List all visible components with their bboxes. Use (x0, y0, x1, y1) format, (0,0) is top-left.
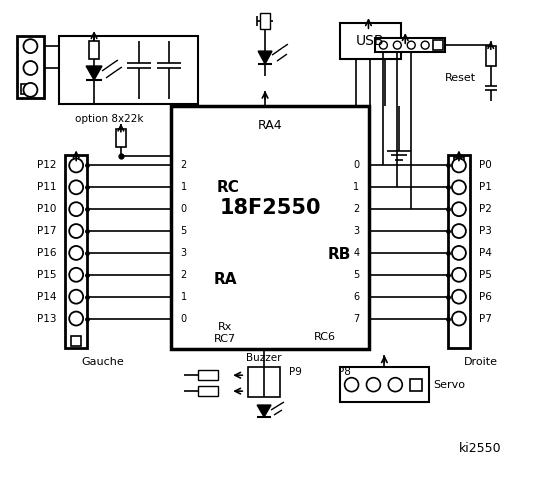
Text: 0: 0 (353, 160, 359, 170)
Circle shape (367, 378, 380, 392)
Bar (199, 370, 218, 380)
Circle shape (452, 268, 466, 282)
Bar (171, 106, 369, 349)
Circle shape (407, 41, 415, 49)
Bar (433, 40, 443, 50)
Bar (375, 38, 445, 52)
Text: 1: 1 (181, 182, 187, 192)
Text: 5: 5 (181, 226, 187, 236)
Text: P8: P8 (338, 367, 351, 377)
Text: P2: P2 (479, 204, 492, 214)
Text: 2: 2 (181, 160, 187, 170)
Circle shape (452, 180, 466, 194)
Bar (260, 13, 270, 29)
Bar (65, 156, 87, 348)
Text: 6: 6 (353, 292, 359, 301)
Text: RC6: RC6 (314, 333, 336, 342)
Text: P6: P6 (479, 292, 492, 301)
Text: P13: P13 (37, 313, 56, 324)
Circle shape (452, 312, 466, 325)
Text: P0: P0 (479, 160, 492, 170)
Circle shape (23, 61, 38, 75)
Text: Buzzer: Buzzer (246, 353, 282, 363)
Text: RC: RC (217, 180, 239, 195)
Polygon shape (257, 405, 271, 417)
Text: P3: P3 (479, 226, 492, 236)
Text: 2: 2 (181, 270, 187, 280)
Circle shape (69, 268, 83, 282)
Circle shape (452, 246, 466, 260)
Text: P15: P15 (37, 270, 56, 280)
Circle shape (69, 224, 83, 238)
Bar (340, 367, 429, 402)
Text: 0: 0 (181, 313, 187, 324)
Text: ki2550: ki2550 (459, 442, 502, 456)
Polygon shape (86, 66, 102, 80)
Text: P17: P17 (37, 226, 56, 236)
Bar (22, 84, 32, 94)
Bar (340, 23, 401, 59)
Circle shape (345, 378, 358, 392)
Bar (454, 157, 464, 168)
Text: P7: P7 (479, 313, 492, 324)
Bar (89, 41, 99, 59)
Text: RA4: RA4 (258, 119, 283, 132)
Bar (199, 386, 218, 396)
Bar (116, 129, 126, 146)
Circle shape (452, 224, 466, 238)
Text: Servo: Servo (433, 380, 465, 390)
Text: Gauche: Gauche (81, 357, 124, 367)
Text: P10: P10 (37, 204, 56, 214)
Circle shape (452, 290, 466, 304)
Circle shape (23, 39, 38, 53)
Circle shape (69, 158, 83, 172)
Polygon shape (258, 51, 272, 64)
Bar (17, 36, 44, 98)
Bar (248, 367, 280, 397)
Text: 2: 2 (353, 204, 359, 214)
Text: 3: 3 (353, 226, 359, 236)
Bar (486, 46, 495, 66)
Bar (59, 36, 199, 104)
Text: P4: P4 (479, 248, 492, 258)
Text: 7: 7 (353, 313, 359, 324)
Text: P11: P11 (37, 182, 56, 192)
Text: RC7: RC7 (214, 335, 236, 345)
Circle shape (69, 290, 83, 304)
Circle shape (421, 41, 429, 49)
Circle shape (393, 41, 401, 49)
Bar (410, 379, 422, 391)
Text: P14: P14 (37, 292, 56, 301)
Circle shape (23, 83, 38, 97)
Circle shape (69, 246, 83, 260)
Circle shape (69, 312, 83, 325)
Bar (71, 336, 81, 347)
Text: Rx: Rx (218, 323, 232, 333)
Text: USB: USB (356, 34, 385, 48)
Text: P12: P12 (37, 160, 56, 170)
Text: 0: 0 (181, 204, 187, 214)
Text: 5: 5 (353, 270, 359, 280)
Text: 18F2550: 18F2550 (220, 198, 321, 218)
Text: P16: P16 (37, 248, 56, 258)
Circle shape (69, 202, 83, 216)
Circle shape (379, 41, 387, 49)
Text: P5: P5 (479, 270, 492, 280)
Text: 1: 1 (181, 292, 187, 301)
Circle shape (388, 378, 402, 392)
Text: 4: 4 (353, 248, 359, 258)
Text: option 8x22k: option 8x22k (75, 114, 143, 124)
Circle shape (452, 158, 466, 172)
Text: P9: P9 (289, 367, 302, 377)
Text: Droite: Droite (464, 357, 498, 367)
Text: RA: RA (213, 272, 237, 287)
Bar (448, 156, 470, 348)
Circle shape (69, 180, 83, 194)
Text: 1: 1 (353, 182, 359, 192)
Text: 3: 3 (181, 248, 187, 258)
Text: RB: RB (328, 247, 351, 263)
Text: Reset: Reset (445, 73, 476, 83)
Text: P1: P1 (479, 182, 492, 192)
Circle shape (452, 202, 466, 216)
